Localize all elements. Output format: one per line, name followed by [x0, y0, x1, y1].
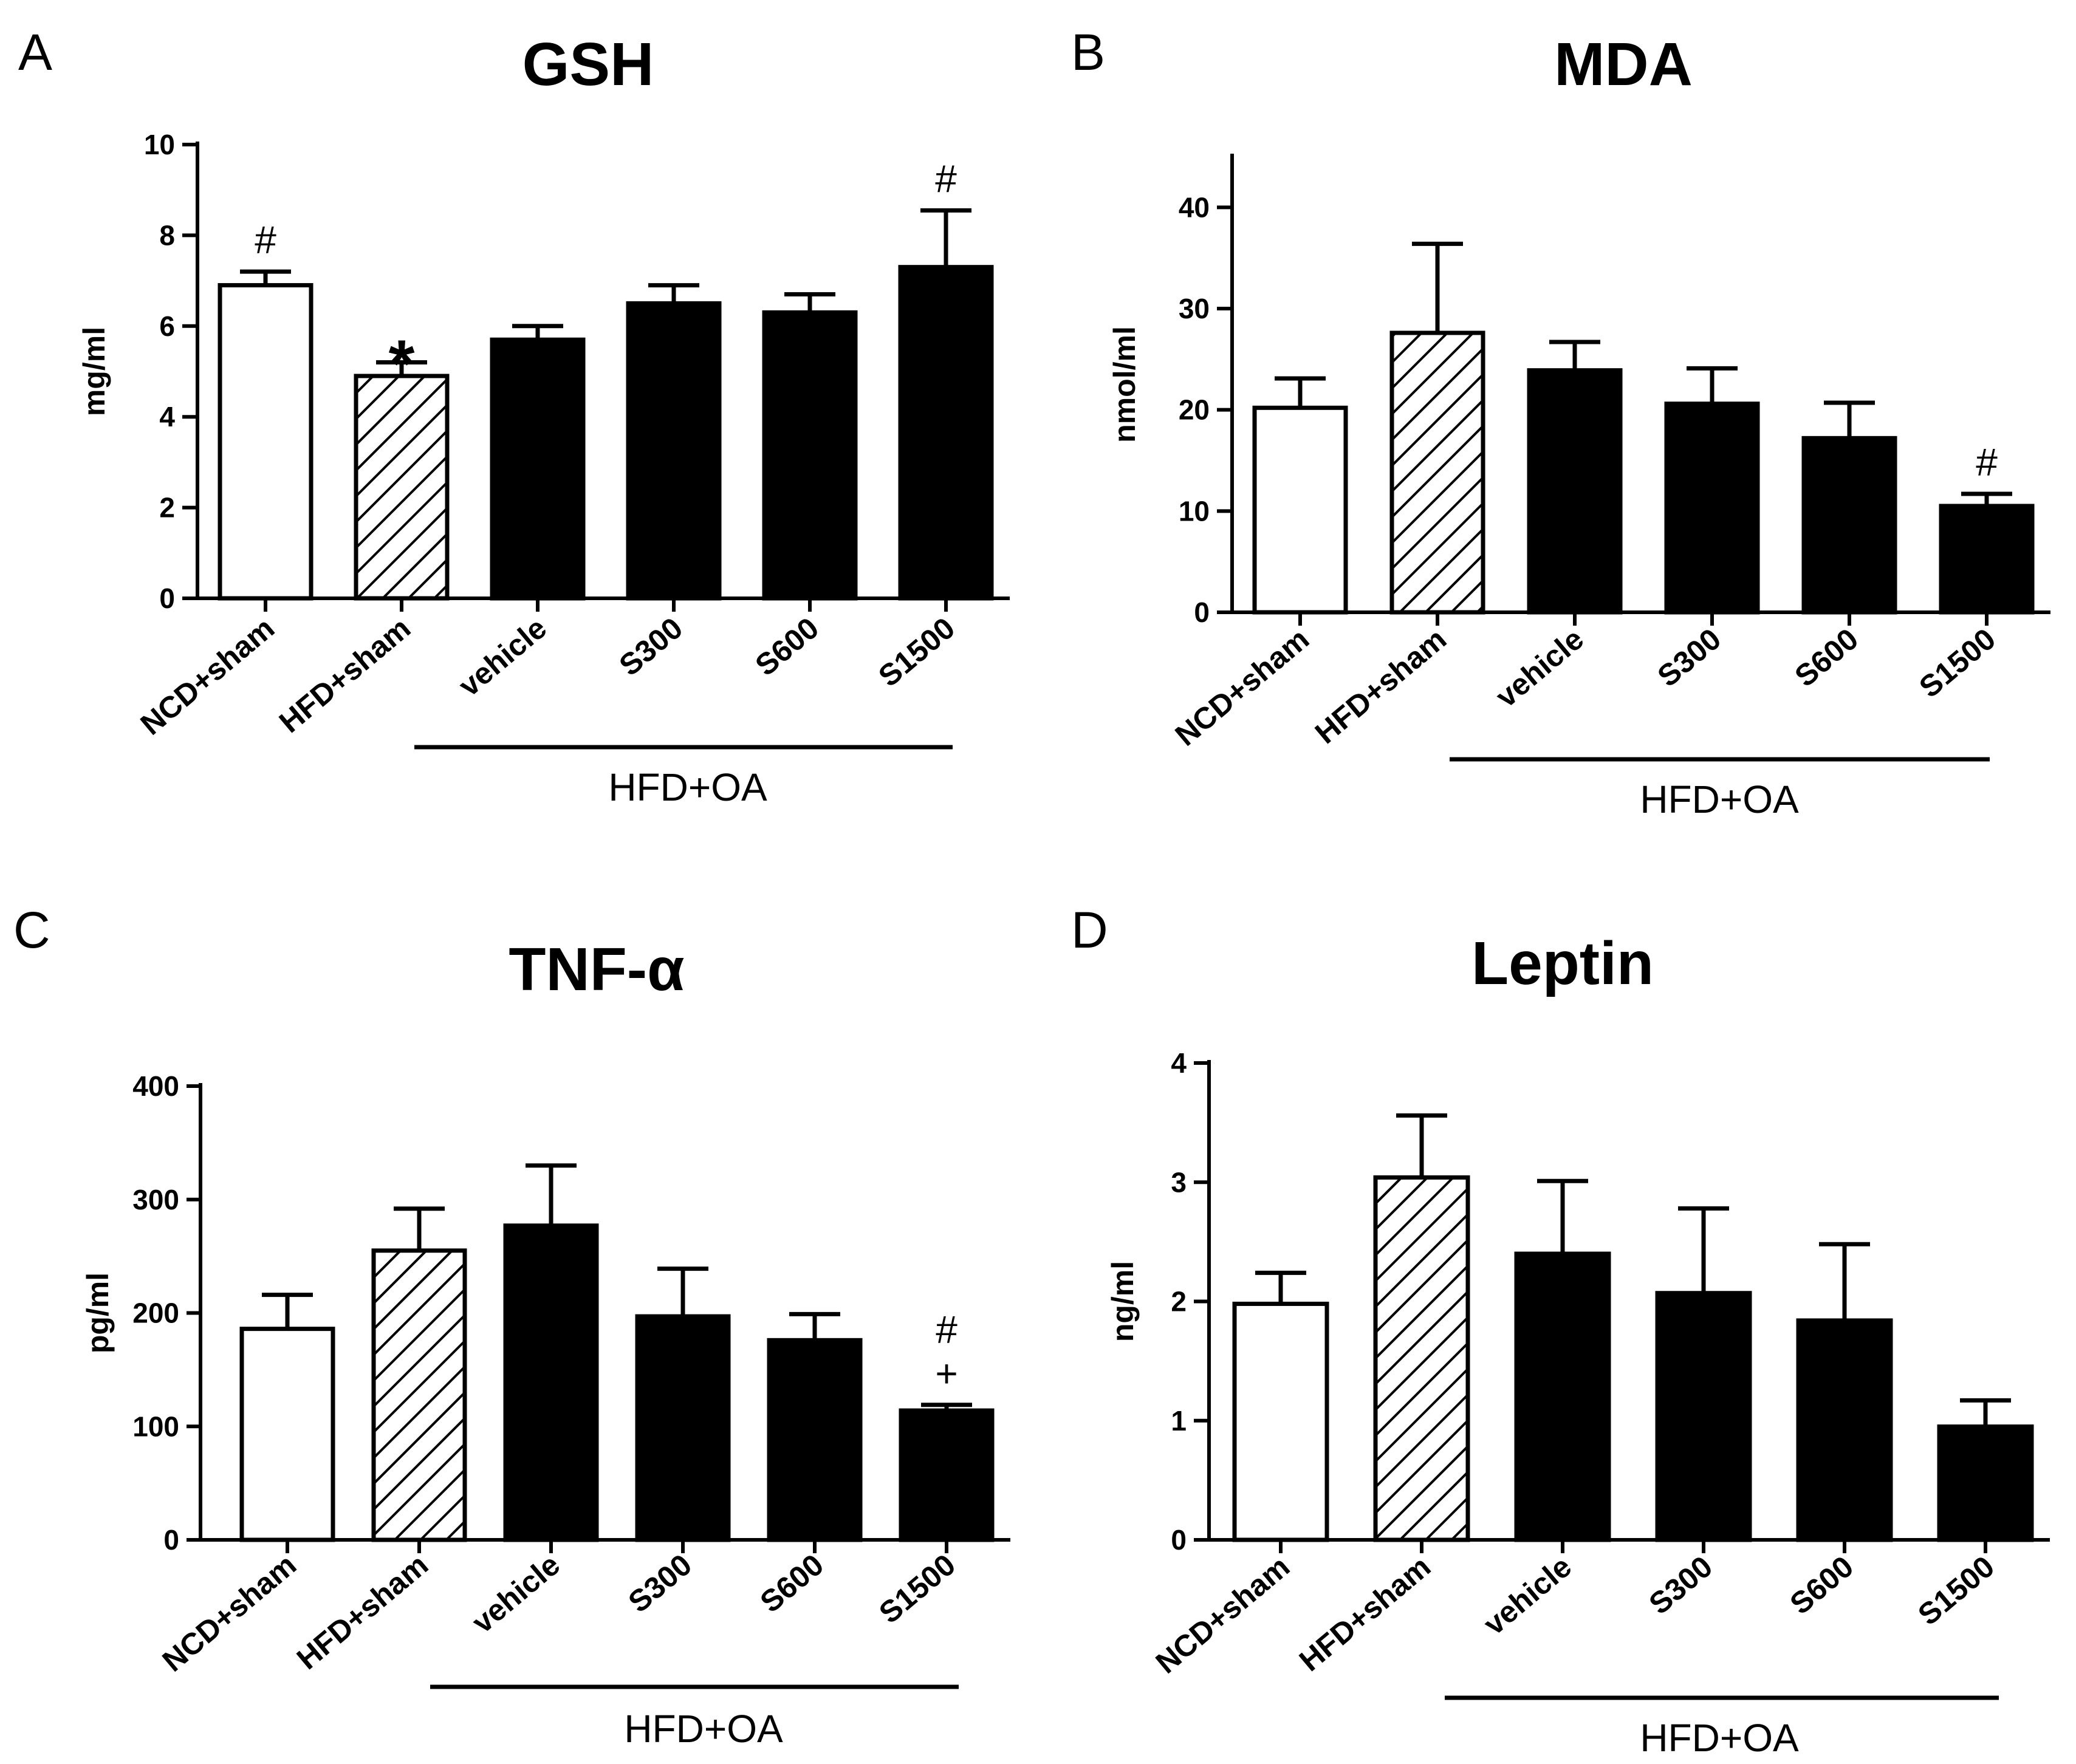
- panel-a-annotation: #: [935, 157, 957, 200]
- panel-b-bar: [1939, 504, 2035, 615]
- panel-b-bar: [1527, 368, 1623, 615]
- panel-a-tick-label: 8: [159, 219, 175, 251]
- panel-c-bar: [371, 1248, 467, 1542]
- panel-c-category-label: S600: [754, 1548, 830, 1619]
- panel-b-y-label: nmol/ml: [1108, 326, 1142, 443]
- panel-c-category-label: NCD+sham: [156, 1548, 303, 1678]
- panel-d-title: Leptin: [1471, 929, 1654, 997]
- panel-c-tick-label: 300: [132, 1184, 179, 1215]
- panel-c-category-label: S1500: [872, 1548, 962, 1630]
- panel-d-tick-label: 0: [1171, 1524, 1187, 1556]
- panel-c-letter: C: [13, 901, 50, 959]
- panel-d-category-label: S1500: [1911, 1550, 2001, 1632]
- panel-a-category-label: S600: [749, 611, 825, 683]
- panel-d-group-label: HFD+OA: [1640, 1716, 1799, 1760]
- panel-d-category-label: S300: [1643, 1550, 1719, 1621]
- panel-c-bar: [635, 1314, 731, 1542]
- panel-b-category-label: S1500: [1913, 622, 2002, 705]
- panel-b-bar: [1664, 402, 1760, 615]
- panel-a-bar: [626, 301, 722, 601]
- panel-a-annotation: #: [255, 218, 276, 262]
- panel-d-bar: [1514, 1251, 1611, 1542]
- panel-a-category-label: NCD+sham: [134, 611, 281, 742]
- panel-d-bar: [1937, 1424, 2034, 1542]
- panel-d-bar: [1373, 1175, 1470, 1542]
- panel-b-category-label: vehicle: [1489, 622, 1590, 714]
- panel-d-tick-label: 1: [1171, 1405, 1187, 1437]
- panel-c-bar: [899, 1408, 995, 1542]
- panel-b-tick-label: 10: [1179, 495, 1210, 527]
- panel-c-category-label: HFD+sham: [290, 1548, 434, 1677]
- panel-b-tick-label: 30: [1179, 293, 1210, 324]
- panel-d-bar: [1232, 1301, 1329, 1542]
- panel-c-tick-label: 100: [132, 1410, 179, 1442]
- panel-a-bar: [354, 374, 450, 601]
- panel-c-annotation: +: [935, 1352, 957, 1395]
- panel-b-letter: B: [1071, 24, 1105, 81]
- panel-c-tick-label: 200: [132, 1297, 179, 1329]
- panel-a-group-label: HFD+OA: [608, 765, 767, 809]
- panel-b-bar: [1252, 405, 1348, 615]
- panel-a-category-label: HFD+sham: [273, 611, 417, 740]
- panel-c-tick-label: 0: [163, 1524, 179, 1556]
- panel-d-bar: [1655, 1291, 1752, 1542]
- panel-d-category-label: S600: [1784, 1550, 1860, 1621]
- panel-a-y-label: mg/ml: [77, 327, 111, 416]
- panel-a-bar: [762, 310, 858, 601]
- panel-b-group-label: HFD+OA: [1640, 778, 1799, 821]
- panel-b-category-label: HFD+sham: [1309, 622, 1453, 751]
- panel-b-annotation: #: [1976, 440, 1998, 484]
- panel-a-title: GSH: [522, 30, 654, 98]
- panel-b-tick-label: 40: [1179, 191, 1210, 223]
- panel-a-bar: [218, 283, 313, 601]
- panel-a-tick-label: 10: [144, 129, 175, 160]
- panel-a-bar: [898, 265, 994, 601]
- panel-a-category-label: S300: [613, 611, 689, 683]
- panel-a-bar: [490, 337, 586, 601]
- panel-a-annotation: *: [389, 327, 415, 402]
- panel-c: C TNF-α 0 100 200 300 400 pg/ml NCD+shamHFD+sham…: [13, 901, 1010, 1751]
- panel-d-category-label: NCD+sham: [1149, 1550, 1296, 1680]
- panel-a-tick-label: 4: [159, 401, 175, 432]
- panel-d-category-label: vehicle: [1477, 1550, 1578, 1642]
- panel-d-y-label: ng/ml: [1106, 1261, 1140, 1342]
- panel-c-y-label: pg/ml: [81, 1273, 115, 1353]
- panel-c-bar: [503, 1223, 599, 1542]
- panel-c-annotation: #: [936, 1308, 957, 1352]
- panel-c-bar: [239, 1327, 335, 1542]
- panel-d-tick-label: 3: [1171, 1166, 1187, 1198]
- panel-b-category-label: S300: [1651, 622, 1727, 694]
- panel-c-tick-label: 400: [132, 1070, 179, 1102]
- panel-d-tick-label: 4: [1171, 1047, 1187, 1079]
- panel-a-category-label: vehicle: [452, 611, 553, 703]
- panel-a-tick-label: 2: [159, 492, 175, 524]
- panel-c-bar: [767, 1338, 863, 1542]
- panel-a-tick-label: 6: [159, 310, 175, 342]
- panel-a-tick-label: 0: [159, 583, 175, 614]
- panel-b-tick-label: 20: [1179, 394, 1210, 426]
- panel-a-category-label: S1500: [872, 611, 961, 694]
- panel-b-tick-label: 0: [1194, 597, 1210, 628]
- panel-b-category-label: S600: [1789, 622, 1865, 694]
- panel-c-group-label: HFD+OA: [624, 1707, 783, 1751]
- panel-d-letter: D: [1071, 901, 1108, 959]
- panel-b-title: MDA: [1554, 30, 1693, 98]
- panel-c-title: TNF-α: [509, 935, 684, 1003]
- panel-b-bar: [1801, 436, 1897, 615]
- panel-b-category-label: NCD+sham: [1169, 622, 1315, 753]
- panel-c-category-label: vehicle: [465, 1548, 566, 1640]
- panel-d-tick-label: 2: [1171, 1286, 1187, 1318]
- panel-b-bar: [1389, 330, 1485, 615]
- panel-d-bar: [1796, 1318, 1893, 1542]
- panel-c-category-label: S300: [622, 1548, 698, 1619]
- panel-a-letter: A: [18, 24, 52, 81]
- panel-d-category-label: HFD+sham: [1293, 1550, 1437, 1678]
